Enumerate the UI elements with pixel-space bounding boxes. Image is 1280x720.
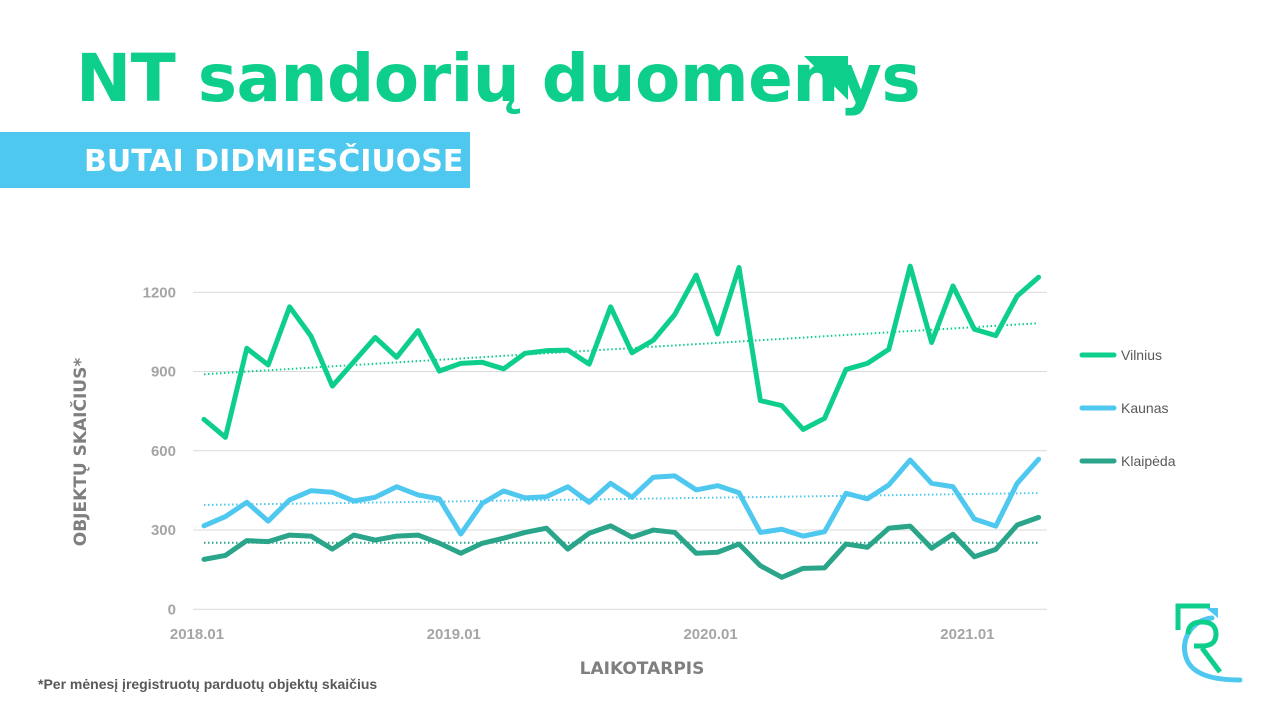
x-axis-label: LAIKOTARPIS	[580, 659, 705, 679]
series-line-kaunas	[201, 456, 1042, 539]
x-tick-label: 2019.01	[427, 626, 481, 643]
legend-label: Kaunas	[1121, 400, 1168, 416]
company-logo	[1175, 603, 1243, 683]
subtitle-banner: BUTAI DIDMIESČIUOSE	[0, 132, 470, 188]
x-tick-label: 2021.01	[940, 626, 994, 643]
y-tick-label: 0	[168, 601, 176, 618]
trendline-kaunas	[203, 492, 1039, 506]
y-tick-label: 300	[151, 522, 176, 539]
x-tick-label: 2018.01	[170, 626, 224, 643]
corner-triangle-icon	[804, 56, 848, 100]
trendline-vilnius	[203, 322, 1039, 376]
y-axis-label: OBJEKTŲ SKAIČIUS*	[69, 358, 91, 547]
subtitle: BUTAI DIDMIESČIUOSE	[84, 144, 464, 179]
legend-label: Vilnius	[1121, 347, 1162, 363]
series-line-klaipėda	[201, 514, 1042, 580]
y-tick-label: 600	[151, 443, 176, 460]
footnote: *Per mėnesį įregistruotų parduotų objekt…	[38, 676, 378, 692]
y-tick-label: 900	[151, 364, 176, 381]
y-tick-label: 1200	[143, 284, 176, 301]
page-title: NT sandorių duomenys	[76, 40, 921, 117]
series-line-vilnius	[201, 263, 1042, 440]
legend-label: Klaipėda	[1121, 453, 1176, 469]
x-tick-label: 2020.01	[683, 626, 737, 643]
